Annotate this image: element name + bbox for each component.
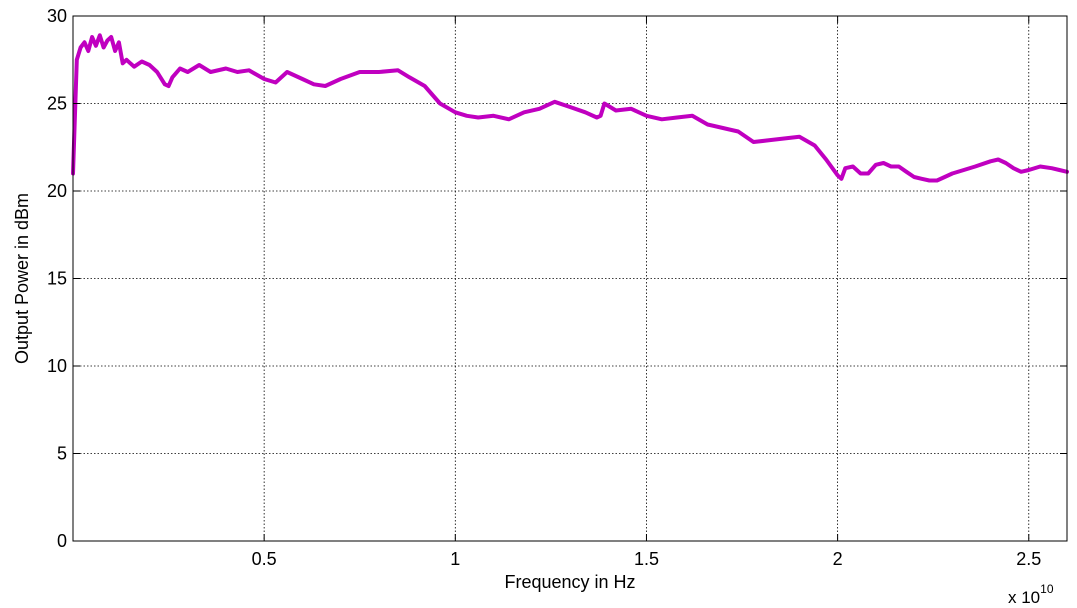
series-layer [71,33,1069,183]
x-axis-ticks: 0.5 1 1.5 2 2.5 [252,16,1041,569]
y-tick-label: 15 [47,269,67,289]
x-tick-label: 0.5 [252,549,277,569]
x-axis-exponent-power: 10 [1040,582,1054,596]
y-axis-label: Output Power in dBm [12,193,32,364]
y-tick-label: 5 [57,444,67,464]
y-tick-label: 25 [47,94,67,114]
y-tick-label: 0 [57,531,67,551]
x-tick-label: 1 [450,549,460,569]
series-line [71,33,1069,183]
x-axis-label: Frequency in Hz [504,572,635,592]
x-tick-label: 2.5 [1016,549,1041,569]
x-axis-exponent-base: x 10 [1008,588,1040,607]
y-tick-label: 10 [47,356,67,376]
x-tick-label: 1.5 [634,549,659,569]
y-axis-ticks: 0 5 10 15 20 25 30 [47,6,1067,551]
x-axis-exponent: x 1010 [1008,582,1054,607]
x-tick-label: 2 [833,549,843,569]
grid [73,16,1067,541]
y-tick-label: 30 [47,6,67,26]
y-tick-label: 20 [47,181,67,201]
